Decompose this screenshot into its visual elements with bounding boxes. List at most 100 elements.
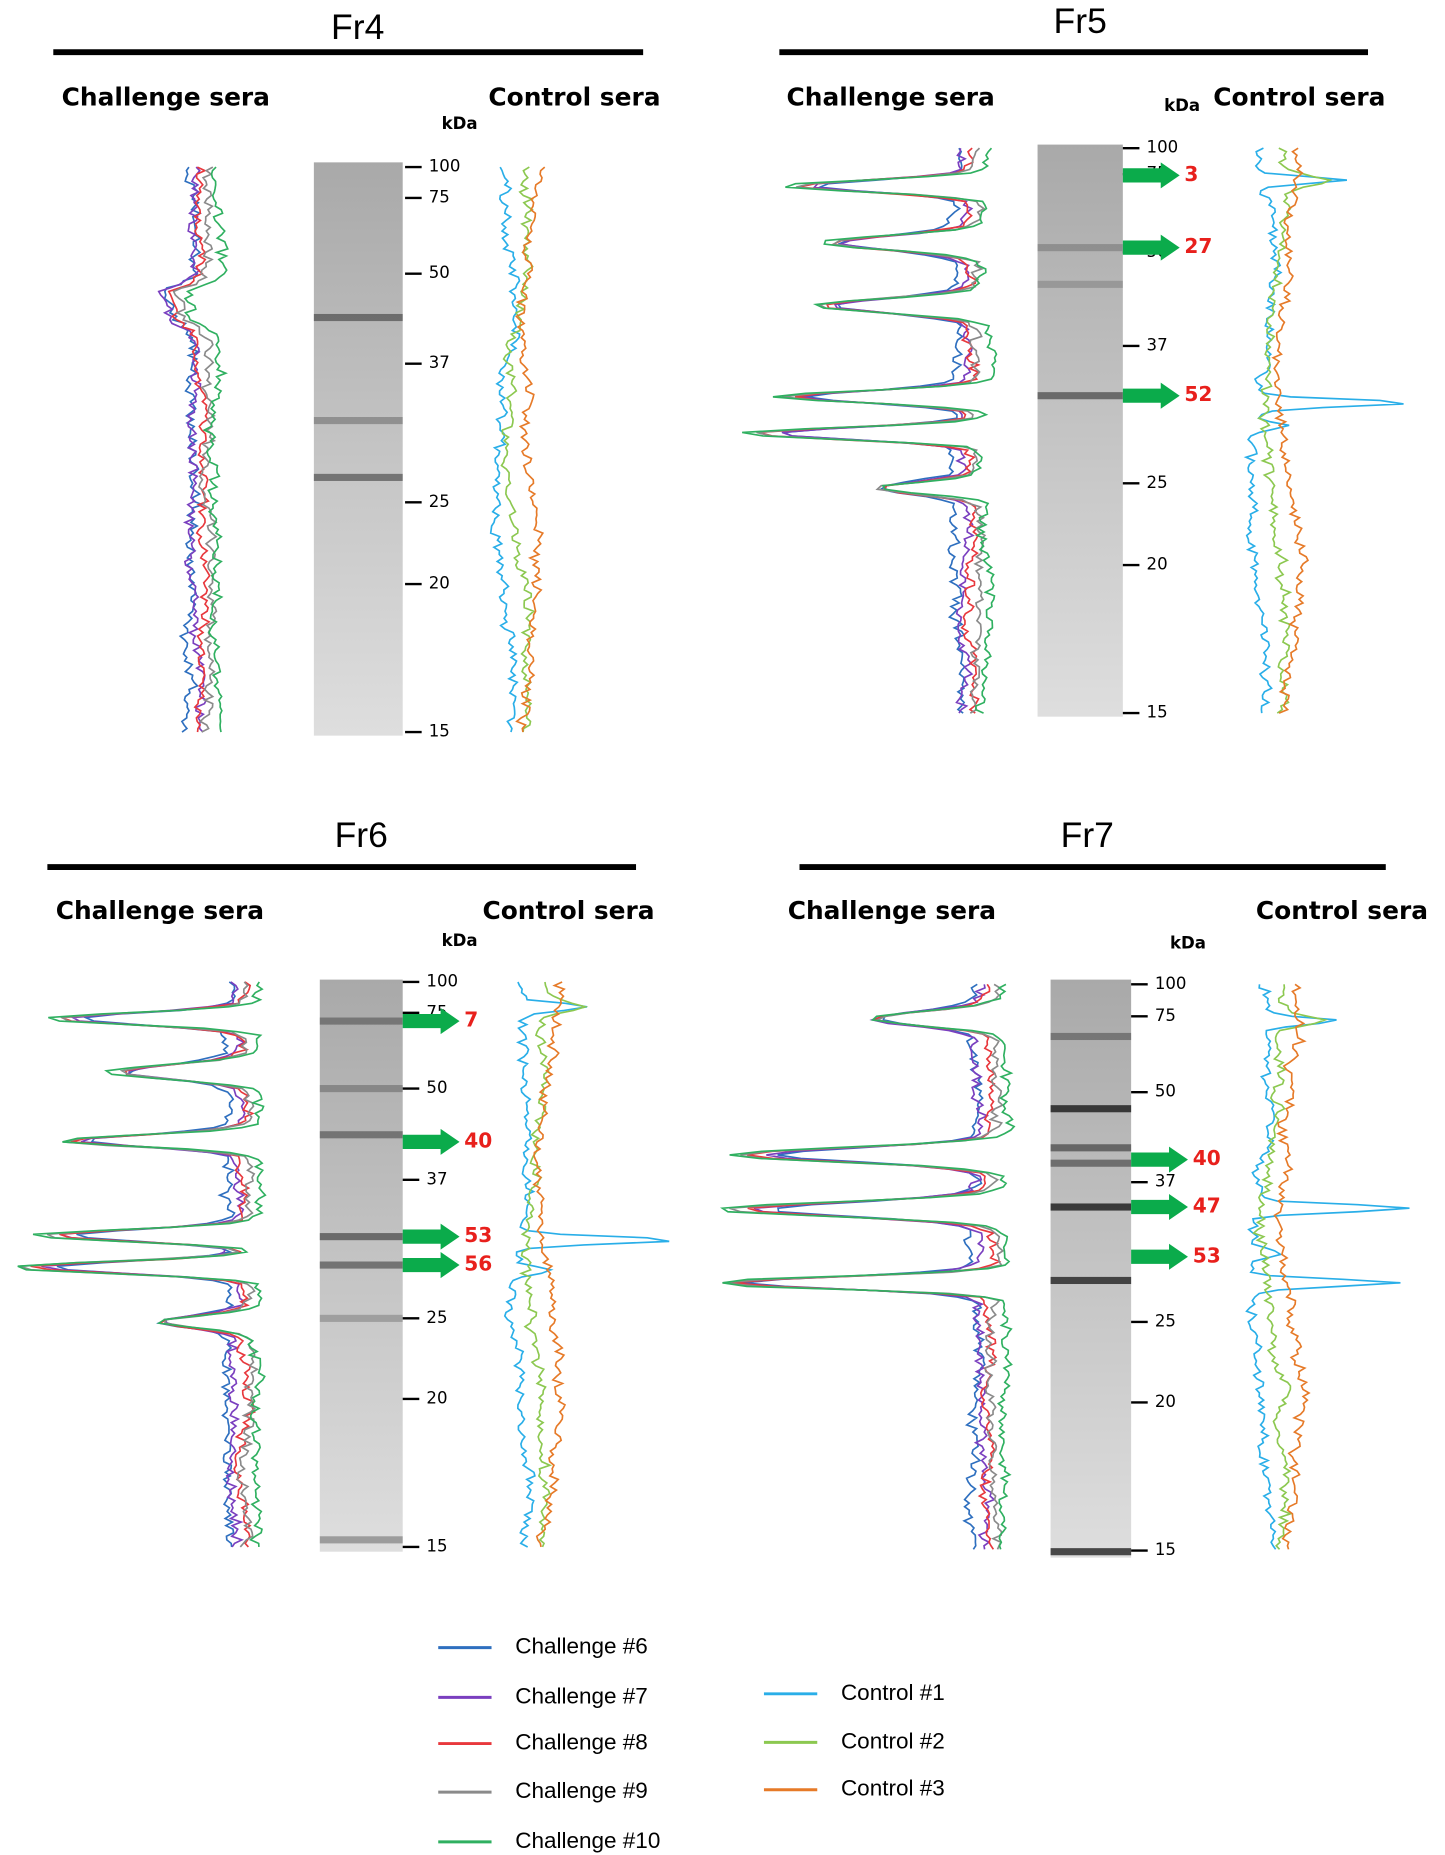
arrow xyxy=(402,1008,460,1035)
control-trace xyxy=(1257,147,1333,714)
control-trace xyxy=(1273,983,1311,1550)
arrow-label: 53 xyxy=(464,1223,492,1247)
panel-title: Fr5 xyxy=(1054,1,1107,41)
panel-title: Fr4 xyxy=(331,7,384,47)
kda-label: kDa xyxy=(442,114,478,133)
ladder-label: 25 xyxy=(1147,473,1168,492)
gel-band xyxy=(319,1261,403,1269)
challenge-trace xyxy=(157,166,208,733)
ladder-label: 15 xyxy=(1147,703,1168,722)
challenge-label: Challenge sera xyxy=(788,896,996,925)
ladder-label: 50 xyxy=(1155,1082,1176,1101)
ladder-label: 50 xyxy=(429,263,450,282)
ladder-label: 20 xyxy=(426,1388,447,1407)
arrow xyxy=(402,1128,460,1155)
ladder-label: 100 xyxy=(1155,974,1187,993)
ladder-label: 100 xyxy=(429,157,461,176)
control-label: Control sera xyxy=(482,896,654,925)
arrow-label: 53 xyxy=(1193,1243,1221,1267)
gel-band xyxy=(319,1017,403,1025)
control-trace xyxy=(503,981,670,1548)
challenge-trace xyxy=(733,984,996,1550)
gel-band xyxy=(1050,1548,1132,1556)
kda-label: kDa xyxy=(1164,96,1200,115)
arrow-label: 47 xyxy=(1193,1194,1221,1218)
gel-lane xyxy=(1050,979,1132,1558)
challenge-label: Challenge sera xyxy=(56,896,264,925)
ladder-label: 25 xyxy=(426,1308,447,1327)
ladder-label: 37 xyxy=(1147,335,1168,354)
panel-title: Fr7 xyxy=(1061,815,1114,855)
panel-title: Fr6 xyxy=(335,815,388,855)
challenge-trace xyxy=(731,983,1002,1550)
gel-band xyxy=(1037,244,1123,252)
arrow xyxy=(1131,1243,1188,1270)
legend-label: Control #1 xyxy=(841,1680,945,1705)
ladder-label: 37 xyxy=(1155,1172,1176,1191)
control-label: Control sera xyxy=(1213,82,1385,111)
ladder-label: 15 xyxy=(426,1536,447,1555)
control-trace xyxy=(532,981,567,1548)
gel-band xyxy=(319,1536,403,1544)
ladder-label: 20 xyxy=(1147,555,1168,574)
challenge-trace xyxy=(163,166,205,733)
legend-label: Challenge #10 xyxy=(515,1828,660,1853)
challenge-label: Challenge sera xyxy=(787,82,995,111)
ladder-label: 75 xyxy=(429,187,450,206)
control-trace xyxy=(518,981,589,1548)
ladder-label: 25 xyxy=(429,492,450,511)
arrow-label: 27 xyxy=(1184,234,1212,258)
challenge-trace xyxy=(183,166,229,733)
arrow xyxy=(1122,162,1180,189)
arrow xyxy=(1122,234,1180,261)
challenge-trace xyxy=(17,981,267,1548)
gel-band xyxy=(1050,1276,1132,1285)
challenge-label: Challenge sera xyxy=(62,82,270,111)
control-trace xyxy=(1245,984,1410,1550)
arrow-label: 56 xyxy=(464,1252,492,1276)
arrow xyxy=(1131,1193,1188,1221)
arrow-label: 40 xyxy=(1193,1146,1221,1170)
gel-band xyxy=(1050,1159,1132,1167)
legend-label: Challenge #9 xyxy=(515,1778,648,1803)
control-label: Control sera xyxy=(488,82,660,111)
control-trace xyxy=(515,166,546,733)
challenge-trace xyxy=(742,147,998,714)
gel-band xyxy=(319,1085,403,1093)
gel-band xyxy=(1050,1144,1132,1152)
arrow-label: 3 xyxy=(1184,162,1198,186)
ladder-label: 100 xyxy=(1147,138,1179,157)
ladder-label: 37 xyxy=(429,353,450,372)
ladder-label: 100 xyxy=(426,971,458,990)
arrow xyxy=(402,1252,460,1279)
control-trace xyxy=(489,166,521,733)
arrow xyxy=(1131,1146,1188,1173)
arrow-label: 7 xyxy=(464,1008,478,1032)
ladder-label: 20 xyxy=(429,574,450,593)
control-label: Control sera xyxy=(1256,896,1428,925)
gel-lane xyxy=(1037,144,1123,717)
legend-label: Control #2 xyxy=(841,1728,945,1753)
kda-label: kDa xyxy=(442,931,478,950)
control-trace xyxy=(1243,147,1404,714)
arrow-label: 40 xyxy=(464,1128,492,1152)
arrow xyxy=(1122,382,1180,409)
gel-lane xyxy=(313,162,403,736)
arrow xyxy=(402,1223,460,1250)
gel-band xyxy=(1037,392,1123,400)
gel-band xyxy=(1050,1105,1132,1113)
challenge-trace xyxy=(781,148,975,714)
challenge-trace xyxy=(720,983,1016,1550)
challenge-trace xyxy=(722,983,1005,1550)
ladder-label: 37 xyxy=(426,1169,447,1188)
legend-label: Control #3 xyxy=(841,1776,945,1801)
ladder-label: 15 xyxy=(429,722,450,741)
gel-band xyxy=(1037,280,1123,288)
challenge-trace xyxy=(172,166,218,733)
gel-band xyxy=(313,417,403,425)
gel-band xyxy=(319,1233,403,1241)
ladder-label: 15 xyxy=(1155,1540,1176,1559)
gel-band xyxy=(313,473,403,481)
legend-label: Challenge #8 xyxy=(515,1730,648,1755)
